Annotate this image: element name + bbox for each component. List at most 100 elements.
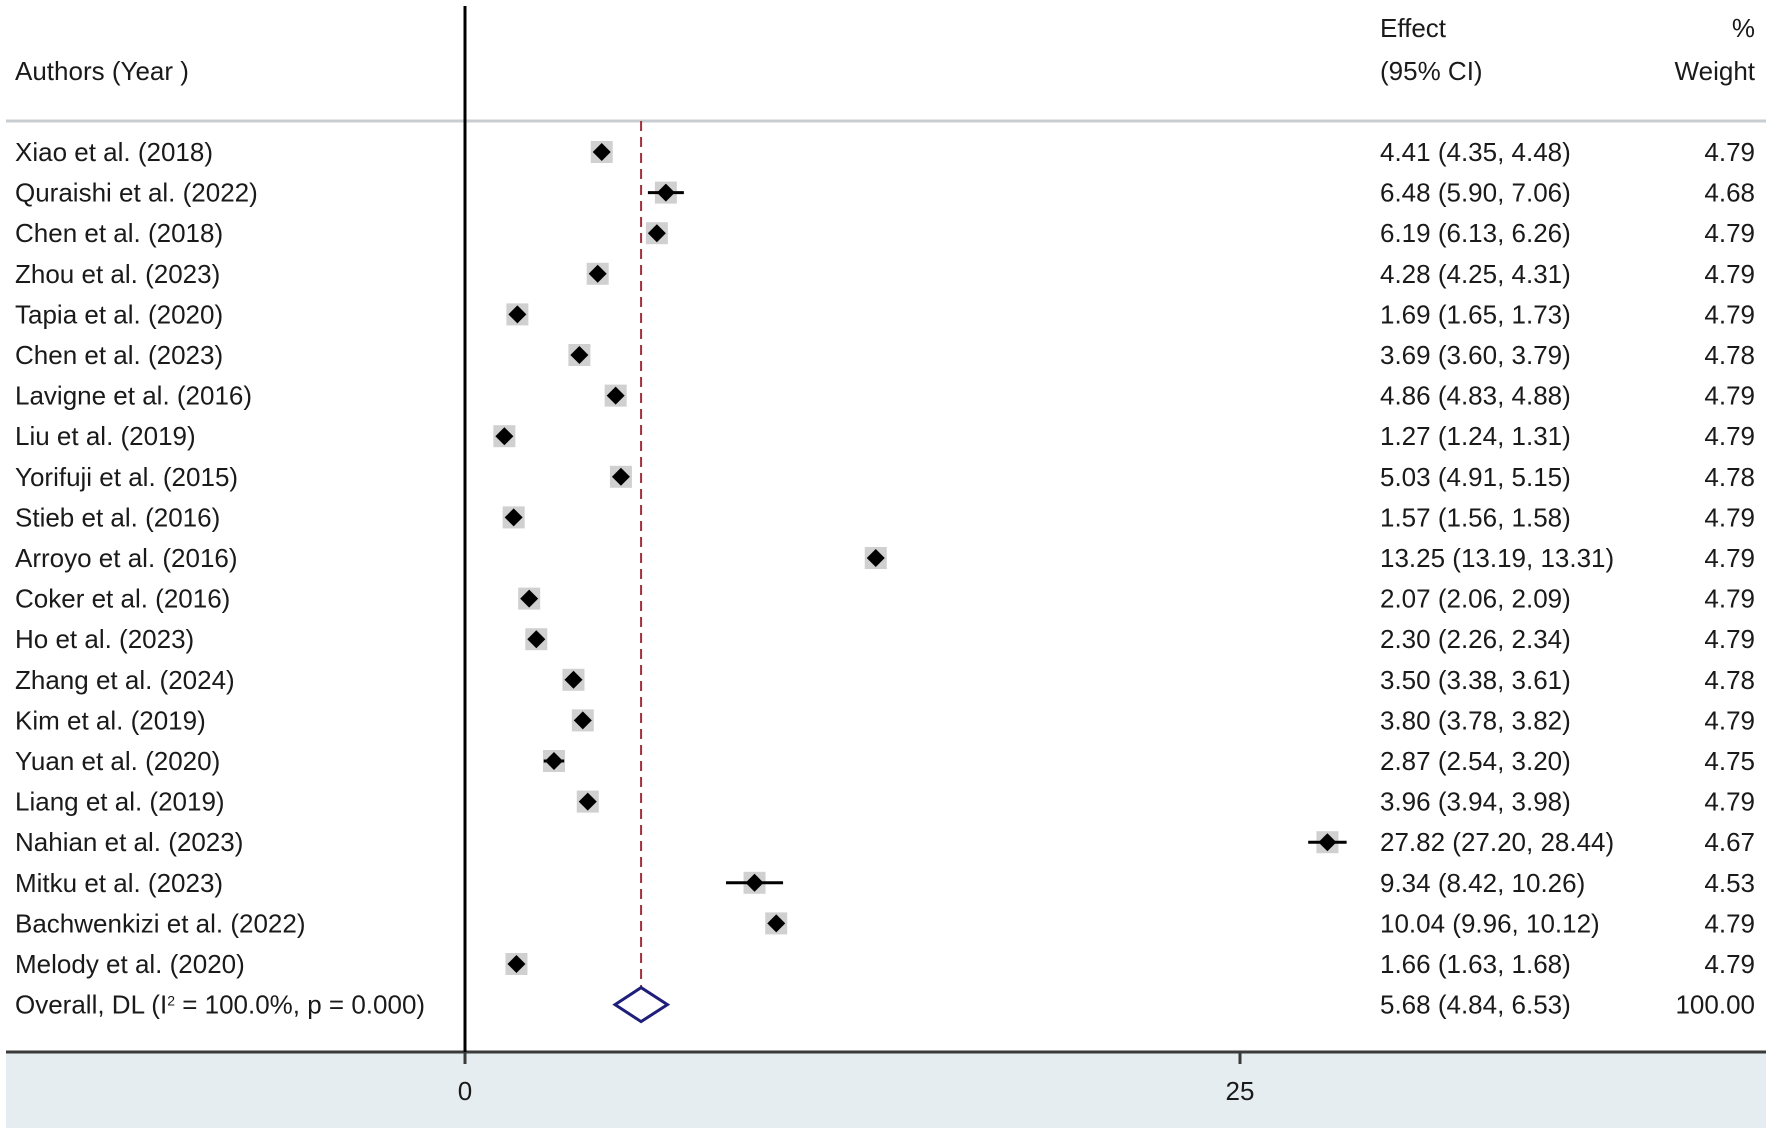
effect-ci-value: 9.34 (8.42, 10.26) (1380, 868, 1585, 898)
effect-marker (504, 508, 523, 527)
study-row: Xiao et al. (2018) 4.41 (4.35, 4.48) 4.79 (15, 137, 1755, 167)
effect-marker (570, 346, 589, 364)
study-label: Liu et al. (2019) (15, 421, 196, 451)
effect-ci-value: 2.87 (2.54, 3.20) (1380, 746, 1571, 776)
effect-ci-value: 5.03 (4.91, 5.15) (1380, 462, 1571, 492)
study-label: Chen et al. (2018) (15, 218, 223, 248)
study-label: Tapia et al. (2020) (15, 299, 223, 329)
study-row: Lavigne et al. (2016) 4.86 (4.83, 4.88) 4.… (15, 381, 1755, 411)
study-label: Nahian et al. (2023) (15, 827, 243, 857)
x-tick-label: 0 (458, 1076, 472, 1106)
study-row: Yuan et al. (2020) 2.87 (2.54, 3.20) 4.75 (15, 746, 1755, 776)
effect-ci-value: 3.69 (3.60, 3.79) (1380, 340, 1571, 370)
ci-header: (95% CI) (1380, 56, 1483, 86)
weight-value: 4.79 (1704, 705, 1755, 735)
effect-marker (527, 630, 546, 649)
effect-ci-value: 6.19 (6.13, 6.26) (1380, 218, 1571, 248)
study-row: Liang et al. (2019) 3.96 (3.94, 3.98) 4.79 (15, 787, 1755, 817)
weight-value: 4.79 (1704, 624, 1755, 654)
study-label: Yuan et al. (2020) (15, 746, 220, 776)
effect-ci-value: 3.50 (3.38, 3.61) (1380, 665, 1571, 695)
study-row: Liu et al. (2019) 1.27 (1.24, 1.31) 4.79 (15, 421, 1755, 451)
weight-value: 4.79 (1704, 584, 1755, 614)
weight-percent-header: % (1732, 13, 1755, 43)
weight-value: 4.79 (1704, 543, 1755, 573)
study-label: Zhou et al. (2023) (15, 259, 220, 289)
effect-marker (520, 589, 539, 608)
study-label: Stieb et al. (2016) (15, 502, 220, 532)
effect-marker (588, 264, 607, 283)
authors-header: Authors (Year ) (15, 56, 189, 86)
study-label: Arroyo et al. (2016) (15, 543, 238, 573)
study-row: Tapia et al. (2020) 1.69 (1.65, 1.73) 4.79 (15, 299, 1755, 329)
effect-marker (656, 183, 675, 202)
effect-ci-value: 3.80 (3.78, 3.82) (1380, 705, 1571, 735)
effect-ci-value: 1.27 (1.24, 1.31) (1380, 421, 1571, 451)
weight-value: 4.79 (1704, 908, 1755, 938)
effect-marker (508, 305, 527, 324)
effect-ci-value: 1.69 (1.65, 1.73) (1380, 299, 1571, 329)
effect-ci-value: 10.04 (9.96, 10.12) (1380, 908, 1600, 938)
weight-value: 4.79 (1704, 502, 1755, 532)
study-row: Nahian et al. (2023) 27.82 (27.20, 28.44)… (15, 827, 1755, 857)
effect-marker (495, 427, 514, 446)
weight-value: 4.79 (1704, 259, 1755, 289)
effect-marker (745, 873, 764, 892)
weight-value: 4.79 (1704, 218, 1755, 248)
study-row: Kim et al. (2019) 3.80 (3.78, 3.82) 4.79 (15, 705, 1755, 735)
effect-marker (1318, 833, 1337, 852)
study-row: Zhang et al. (2024) 3.50 (3.38, 3.61) 4.78 (15, 665, 1755, 695)
effect-marker (573, 711, 592, 730)
effect-header: Effect (1380, 13, 1447, 43)
x-tick-label: 25 (1226, 1076, 1255, 1106)
effect-marker (866, 549, 885, 567)
study-row: Chen et al. (2018) 6.19 (6.13, 6.26) 4.79 (15, 218, 1755, 248)
study-label: Ho et al. (2023) (15, 624, 194, 654)
weight-value: 4.79 (1704, 381, 1755, 411)
effect-marker (592, 143, 611, 161)
effect-marker (564, 670, 583, 689)
weight-value: 4.78 (1704, 665, 1755, 695)
weight-value: 4.53 (1704, 868, 1755, 898)
study-label: Melody et al. (2020) (15, 949, 245, 979)
x-axis-band (6, 1052, 1766, 1128)
weight-value: 4.75 (1704, 746, 1755, 776)
weight-value: 4.68 (1704, 178, 1755, 208)
effect-ci-value: 2.30 (2.26, 2.34) (1380, 624, 1571, 654)
effect-ci-value: 6.48 (5.90, 7.06) (1380, 178, 1571, 208)
effect-ci-value: 4.28 (4.25, 4.31) (1380, 259, 1571, 289)
overall-row: Overall, DL (I2 = 100.0%, p = 0.000) 5.68… (15, 985, 1755, 1024)
effect-ci-value: 1.57 (1.56, 1.58) (1380, 502, 1571, 532)
study-row: Mitku et al. (2023) 9.34 (8.42, 10.26) 4.5… (15, 868, 1755, 898)
weight-value: 4.79 (1704, 421, 1755, 451)
weight-value: 4.79 (1704, 949, 1755, 979)
x-axis: 0 25 (458, 1052, 1255, 1106)
study-row: Quraishi et al. (2022) 6.48 (5.90, 7.06) 4… (15, 178, 1755, 208)
weight-value: 4.67 (1704, 827, 1755, 857)
study-label: Quraishi et al. (2022) (15, 178, 258, 208)
effect-marker (606, 386, 625, 405)
effect-ci-value: 4.86 (4.83, 4.88) (1380, 381, 1571, 411)
study-row: Arroyo et al. (2016) 13.25 (13.19, 13.31)… (15, 543, 1755, 573)
study-label: Xiao et al. (2018) (15, 137, 213, 167)
study-label: Chen et al. (2023) (15, 340, 223, 370)
study-row: Chen et al. (2023) 3.69 (3.60, 3.79) 4.78 (15, 340, 1755, 370)
study-label: Kim et al. (2019) (15, 705, 206, 735)
study-label: Coker et al. (2016) (15, 584, 230, 614)
study-row: Yorifuji et al. (2015) 5.03 (4.91, 5.15) 4… (15, 462, 1755, 492)
overall-ci-value: 5.68 (4.84, 6.53) (1380, 990, 1571, 1020)
effect-marker (767, 914, 786, 933)
study-row: Melody et al. (2020) 1.66 (1.63, 1.68) 4.7… (15, 949, 1755, 979)
weight-header: Weight (1675, 56, 1756, 86)
study-row: Coker et al. (2016) 2.07 (2.06, 2.09) 4.79 (15, 584, 1755, 614)
study-row: Zhou et al. (2023) 4.28 (4.25, 4.31) 4.79 (15, 259, 1755, 289)
study-row: Bachwenkizi et al. (2022) 10.04 (9.96, 10… (15, 908, 1755, 938)
study-rows: Xiao et al. (2018) 4.41 (4.35, 4.48) 4.79 Q… (15, 137, 1755, 979)
effect-ci-value: 13.25 (13.19, 13.31) (1380, 543, 1614, 573)
weight-value: 4.78 (1704, 462, 1755, 492)
effect-marker (507, 955, 526, 973)
study-label: Zhang et al. (2024) (15, 665, 235, 695)
study-row: Ho et al. (2023) 2.30 (2.26, 2.34) 4.79 (15, 624, 1755, 654)
effect-marker (578, 792, 597, 811)
